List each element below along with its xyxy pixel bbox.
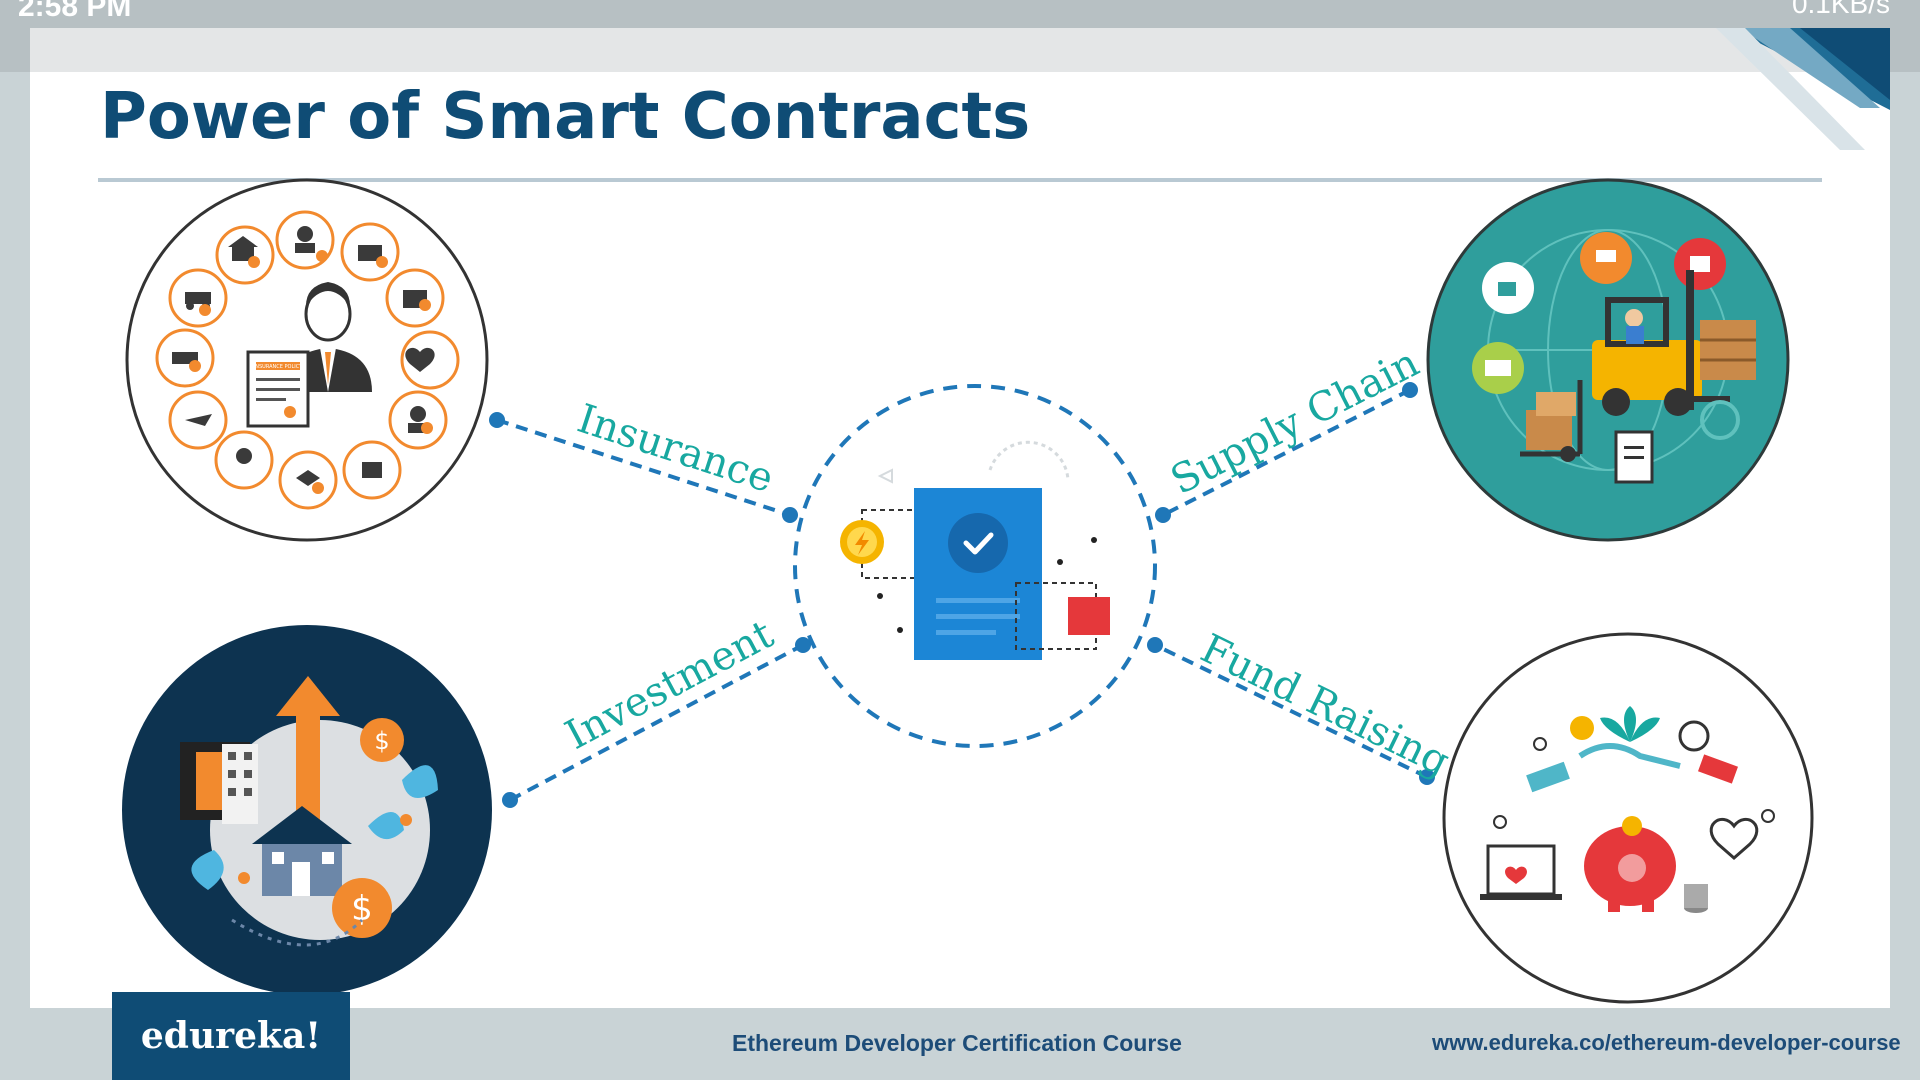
logo-text: edureka! bbox=[140, 1015, 322, 1057]
supply-chain-illustration bbox=[1426, 178, 1790, 542]
slide-top-band bbox=[30, 28, 1890, 72]
smart-contract-icon bbox=[793, 384, 1157, 748]
label-fund-raising: Fund Raising bbox=[1194, 626, 1457, 786]
connectors bbox=[496, 388, 1428, 802]
title-divider bbox=[98, 178, 1822, 182]
edureka-logo: edureka! bbox=[112, 992, 350, 1080]
label-supply-chain: Supply Chain bbox=[1164, 340, 1427, 504]
footer-course-title: Ethereum Developer Certification Course bbox=[732, 1030, 1182, 1056]
connector-investment bbox=[509, 643, 804, 802]
connector-dots bbox=[489, 382, 1435, 808]
svg-text:$: $ bbox=[351, 889, 373, 929]
fund-raising-illustration bbox=[1442, 632, 1814, 1004]
label-insurance: Insurance bbox=[572, 396, 779, 502]
connector-fund-raising bbox=[1154, 643, 1428, 779]
connector-insurance bbox=[496, 418, 791, 517]
status-time: 2:58 PM bbox=[18, 0, 132, 23]
policy-text: INSURANCE POLICY bbox=[254, 364, 303, 370]
investment-illustration: $ $ bbox=[122, 625, 492, 995]
slide-title: Power of Smart Contracts bbox=[100, 80, 1031, 154]
connector-supply-chain bbox=[1162, 388, 1411, 517]
insurance-illustration: INSURANCE POLICY bbox=[125, 178, 489, 542]
svg-text:$: $ bbox=[374, 727, 389, 755]
corner-decoration bbox=[1716, 28, 1890, 150]
status-indicators: 0.1KB/s bbox=[1791, 0, 1890, 19]
label-investment: Investment bbox=[558, 611, 781, 759]
footer-url[interactable]: www.edureka.co/ethereum-developer-course bbox=[1432, 1030, 1901, 1055]
